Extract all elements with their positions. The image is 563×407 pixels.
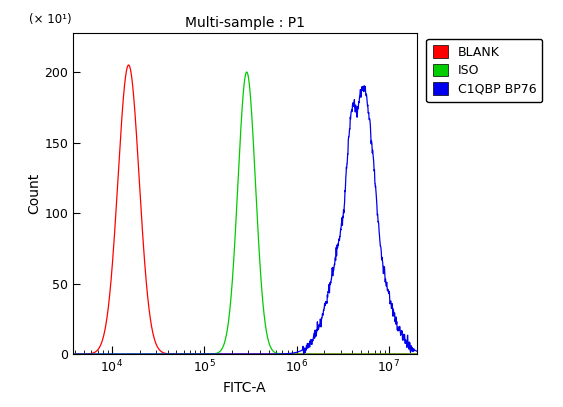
Y-axis label: Count: Count xyxy=(28,173,42,214)
Legend: BLANK, ISO, C1QBP BP76: BLANK, ISO, C1QBP BP76 xyxy=(426,39,542,102)
Title: Multi-sample : P1: Multi-sample : P1 xyxy=(185,16,305,30)
X-axis label: FITC-A: FITC-A xyxy=(223,381,267,395)
Text: (× 10¹): (× 10¹) xyxy=(29,13,71,26)
